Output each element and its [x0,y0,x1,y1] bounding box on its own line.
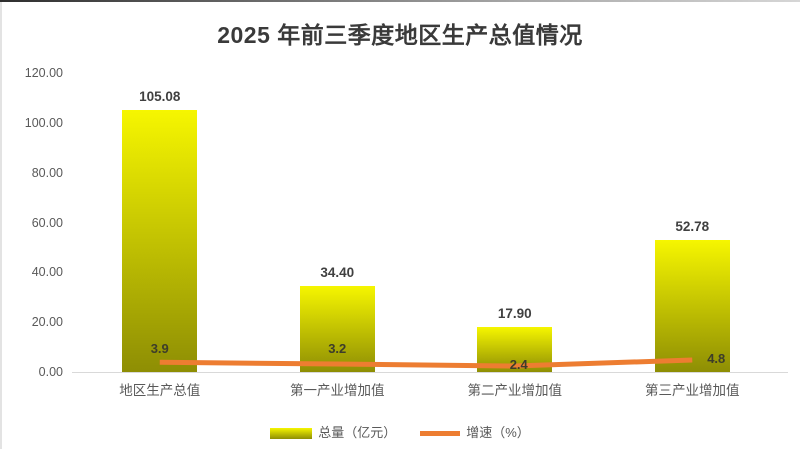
x-axis-line [72,372,788,373]
chart-title: 2025 年前三季度地区生产总值情况 [217,22,583,48]
y-axis-tick-label: 120.00 [24,66,63,80]
y-axis-tick-label: 80.00 [31,165,63,180]
bar-series-swatch-icon [270,427,313,439]
legend: 总量（亿元） 增速（%） [0,421,800,445]
bar-1 [122,110,198,372]
category-label: 第二产业增加值 [467,383,563,398]
category-label: 地区生产总值 [119,383,201,398]
category-label: 第三产业增加值 [645,383,740,398]
bar-4 [654,240,730,372]
y-axis-tick-label: 60.00 [31,215,63,230]
y-axis-tick-label: 100.00 [24,115,63,130]
y-axis-tick-label: 20.00 [31,315,63,330]
growth-line [159,357,693,369]
legend-item-line: 增速（%） [420,425,530,441]
window-left-edge [0,2,2,449]
line-series-label: 增速（%） [466,425,530,440]
line-series-swatch-icon [420,430,461,436]
y-axis-tick-label: 40.00 [31,265,63,280]
bar-2 [299,286,375,372]
window-top-edge [0,0,800,2]
legend-item-bar: 总量（亿元） [270,425,396,441]
category-label: 第一产业增加值 [290,383,385,398]
y-axis-tick-label: 0.00 [38,365,63,379]
bar-series-label: 总量（亿元） [318,425,397,440]
